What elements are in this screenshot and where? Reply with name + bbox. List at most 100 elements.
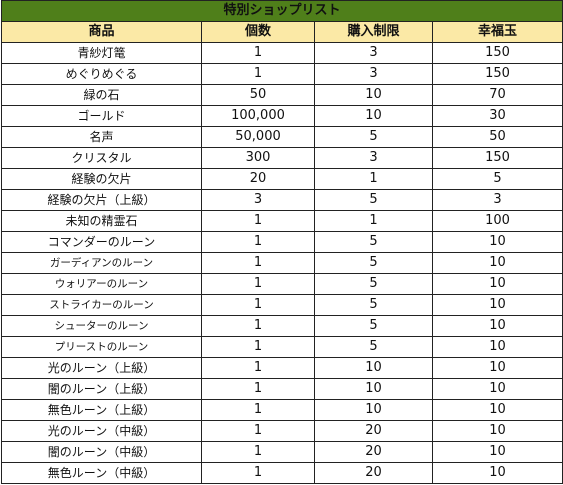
header-purchase-limit: 購入制限 (314, 21, 433, 43)
count-cell: 1 (201, 63, 315, 85)
cost-cell: 10 (431, 378, 563, 400)
purchase-limit-cell: 5 (314, 294, 433, 316)
table-row: 名声 50,000 5 50 (1, 126, 563, 148)
cost-cell: 30 (431, 105, 563, 127)
purchase-limit-cell: 3 (314, 147, 433, 169)
header-item: 商品 (1, 21, 202, 43)
count-cell: 1 (201, 420, 315, 442)
cost-cell: 5 (431, 168, 563, 190)
purchase-limit-cell: 5 (314, 189, 433, 211)
item-name-cell: 名声 (1, 126, 202, 148)
table-row: クリスタル 300 3 150 (1, 147, 563, 169)
purchase-limit-cell: 5 (314, 231, 433, 253)
item-name-cell: 光のルーン（上級） (1, 357, 202, 379)
cost-cell: 10 (431, 441, 563, 463)
count-cell: 1 (201, 462, 315, 484)
count-cell: 1 (201, 210, 315, 232)
count-cell: 100,000 (201, 105, 315, 127)
item-name-cell: 緑の石 (1, 84, 202, 106)
table-row: 闇のルーン（中級） 1 20 10 (1, 441, 563, 463)
purchase-limit-cell: 5 (314, 315, 433, 337)
cost-cell: 10 (431, 294, 563, 316)
item-name-cell: シューターのルーン (1, 315, 202, 337)
item-name-cell: クリスタル (1, 147, 202, 169)
cost-cell: 150 (431, 63, 563, 85)
count-cell: 1 (201, 42, 315, 64)
table-row: ガーディアンのルーン 1 5 10 (1, 252, 563, 274)
table-row: 経験の欠片（上級） 3 5 3 (1, 189, 563, 211)
count-cell: 1 (201, 294, 315, 316)
table-header-row: 商品 個数 購入制限 幸福玉 (1, 21, 563, 43)
cost-cell: 10 (431, 273, 563, 295)
table-row: 経験の欠片 20 1 5 (1, 168, 563, 190)
item-name-cell: ガーディアンのルーン (1, 252, 202, 274)
item-name-cell: ウォリアーのルーン (1, 273, 202, 295)
cost-cell: 10 (431, 252, 563, 274)
purchase-limit-cell: 10 (314, 357, 433, 379)
item-name-cell: 闇のルーン（上級） (1, 378, 202, 400)
cost-cell: 150 (431, 147, 563, 169)
purchase-limit-cell: 20 (314, 420, 433, 442)
purchase-limit-cell: 10 (314, 105, 433, 127)
count-cell: 3 (201, 189, 315, 211)
item-name-cell: コマンダーのルーン (1, 231, 202, 253)
cost-cell: 10 (431, 420, 563, 442)
item-name-cell: めぐりめぐる (1, 63, 202, 85)
table-row: 闇のルーン（上級） 1 10 10 (1, 378, 563, 400)
cost-cell: 70 (431, 84, 563, 106)
count-cell: 50 (201, 84, 315, 106)
item-name-cell: ストライカーのルーン (1, 294, 202, 316)
purchase-limit-cell: 10 (314, 84, 433, 106)
cost-cell: 3 (431, 189, 563, 211)
purchase-limit-cell: 5 (314, 252, 433, 274)
table-row: ゴールド 100,000 10 30 (1, 105, 563, 127)
table-row: 光のルーン（上級） 1 10 10 (1, 357, 563, 379)
cost-cell: 10 (431, 231, 563, 253)
count-cell: 1 (201, 231, 315, 253)
purchase-limit-cell: 20 (314, 462, 433, 484)
item-name-cell: 経験の欠片（上級） (1, 189, 202, 211)
count-cell: 1 (201, 357, 315, 379)
purchase-limit-cell: 3 (314, 63, 433, 85)
item-name-cell: ゴールド (1, 105, 202, 127)
purchase-limit-cell: 20 (314, 441, 433, 463)
cost-cell: 10 (431, 357, 563, 379)
cost-cell: 10 (431, 315, 563, 337)
purchase-limit-cell: 5 (314, 126, 433, 148)
cost-cell: 100 (431, 210, 563, 232)
table-row: 光のルーン（中級） 1 20 10 (1, 420, 563, 442)
table-title: 特別ショップリスト (0, 0, 563, 22)
purchase-limit-cell: 1 (314, 210, 433, 232)
cost-cell: 10 (431, 399, 563, 421)
cost-cell: 10 (431, 462, 563, 484)
item-name-cell: 無色ルーン（上級） (1, 399, 202, 421)
table-row: 青紗灯篭 1 3 150 (1, 42, 563, 64)
table-row: 無色ルーン（上級） 1 10 10 (1, 399, 563, 421)
count-cell: 300 (201, 147, 315, 169)
cost-cell: 10 (431, 336, 563, 358)
purchase-limit-cell: 3 (314, 42, 433, 64)
item-name-cell: 未知の精霊石 (1, 210, 202, 232)
count-cell: 1 (201, 315, 315, 337)
table-row: ストライカーのルーン 1 5 10 (1, 294, 563, 316)
item-name-cell: 闇のルーン（中級） (1, 441, 202, 463)
table-body: 青紗灯篭 1 3 150 めぐりめぐる 1 3 150 緑の石 50 10 70 ゴールド 100,000… (1, 42, 563, 484)
cost-cell: 150 (431, 42, 563, 64)
table-row: コマンダーのルーン 1 5 10 (1, 231, 563, 253)
count-cell: 1 (201, 441, 315, 463)
count-cell: 1 (201, 252, 315, 274)
count-cell: 20 (201, 168, 315, 190)
item-name-cell: 経験の欠片 (1, 168, 202, 190)
item-name-cell: 青紗灯篭 (1, 42, 202, 64)
table-row: 未知の精霊石 1 1 100 (1, 210, 563, 232)
count-cell: 1 (201, 273, 315, 295)
purchase-limit-cell: 1 (314, 168, 433, 190)
header-count: 個数 (201, 21, 315, 43)
item-name-cell: 光のルーン（中級） (1, 420, 202, 442)
table-row: プリーストのルーン 1 5 10 (1, 336, 563, 358)
purchase-limit-cell: 10 (314, 378, 433, 400)
purchase-limit-cell: 5 (314, 336, 433, 358)
purchase-limit-cell: 10 (314, 399, 433, 421)
